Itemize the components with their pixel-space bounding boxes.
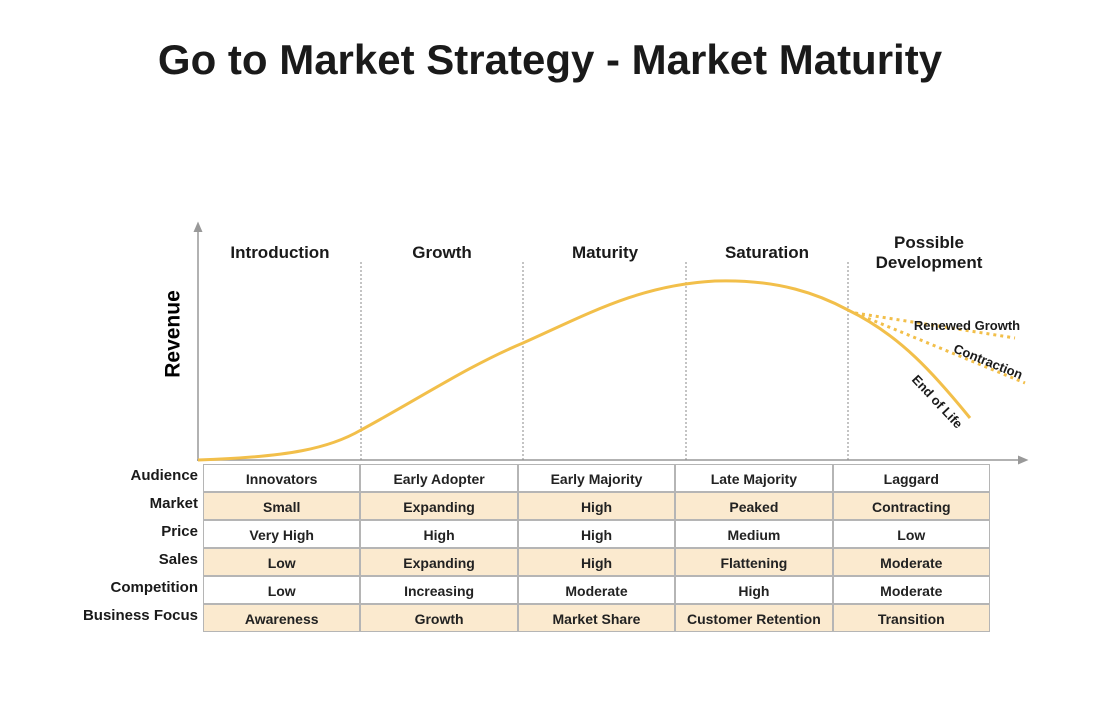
table-cell: Growth — [360, 604, 518, 632]
table-cell: Contracting — [832, 492, 990, 520]
row-header: Market — [149, 495, 198, 512]
table-cell: Early Adopter — [360, 464, 518, 492]
contraction-line — [854, 311, 1026, 385]
table-cell: Small — [203, 492, 361, 520]
phase-dividers — [360, 262, 849, 460]
table-cell: Early Majority — [517, 464, 676, 492]
phase-label: Possible Development — [875, 233, 983, 272]
table-cell: High — [517, 492, 676, 520]
table-cell: Expanding — [360, 548, 518, 576]
table-cell: High — [517, 548, 676, 576]
row-header: Competition — [110, 579, 199, 596]
table-cell: Awareness — [203, 604, 361, 632]
table-cell: Low — [203, 548, 361, 576]
table-cell: Moderate — [517, 576, 676, 604]
phase-label: Introduction — [230, 243, 330, 262]
row-header: Business Focus — [82, 607, 198, 624]
table-cell: High — [360, 520, 518, 548]
table-cell: Moderate — [832, 548, 990, 576]
table-cell: High — [517, 520, 676, 548]
table-cell: Laggard — [832, 464, 990, 492]
row-header: Audience — [130, 467, 198, 484]
renewed-growth-line — [854, 311, 1016, 340]
branch-label: Renewed Growth — [914, 318, 1020, 333]
table-cell: Low — [832, 520, 990, 548]
phase-label: Maturity — [571, 243, 639, 262]
maturity-curve — [197, 279, 972, 462]
table-cell: Low — [203, 576, 361, 604]
table-cell: Innovators — [203, 464, 361, 492]
table-cell: Market Share — [517, 604, 676, 632]
table-cell: Late Majority — [675, 464, 833, 492]
phase-label: Saturation — [724, 243, 810, 262]
table-cell: Medium — [675, 520, 833, 548]
table-cell: Increasing — [360, 576, 518, 604]
table-cell: Very High — [203, 520, 361, 548]
branch-label: Contraction — [952, 341, 1025, 382]
row-header: Sales — [158, 551, 198, 568]
phase-label: Growth — [412, 243, 472, 262]
table-cell: Transition — [832, 604, 990, 632]
table-cell: Peaked — [675, 492, 833, 520]
table-cell: Moderate — [832, 576, 990, 604]
table-cell: High — [675, 576, 833, 604]
table-cell: Expanding — [360, 492, 518, 520]
table-cell: Customer Retention — [675, 604, 833, 632]
table-cell: Flattening — [675, 548, 833, 576]
row-header: Price — [161, 523, 198, 540]
title: Go to Market Strategy - Market Maturity — [157, 36, 943, 83]
y-axis-label: Revenue — [162, 290, 185, 378]
